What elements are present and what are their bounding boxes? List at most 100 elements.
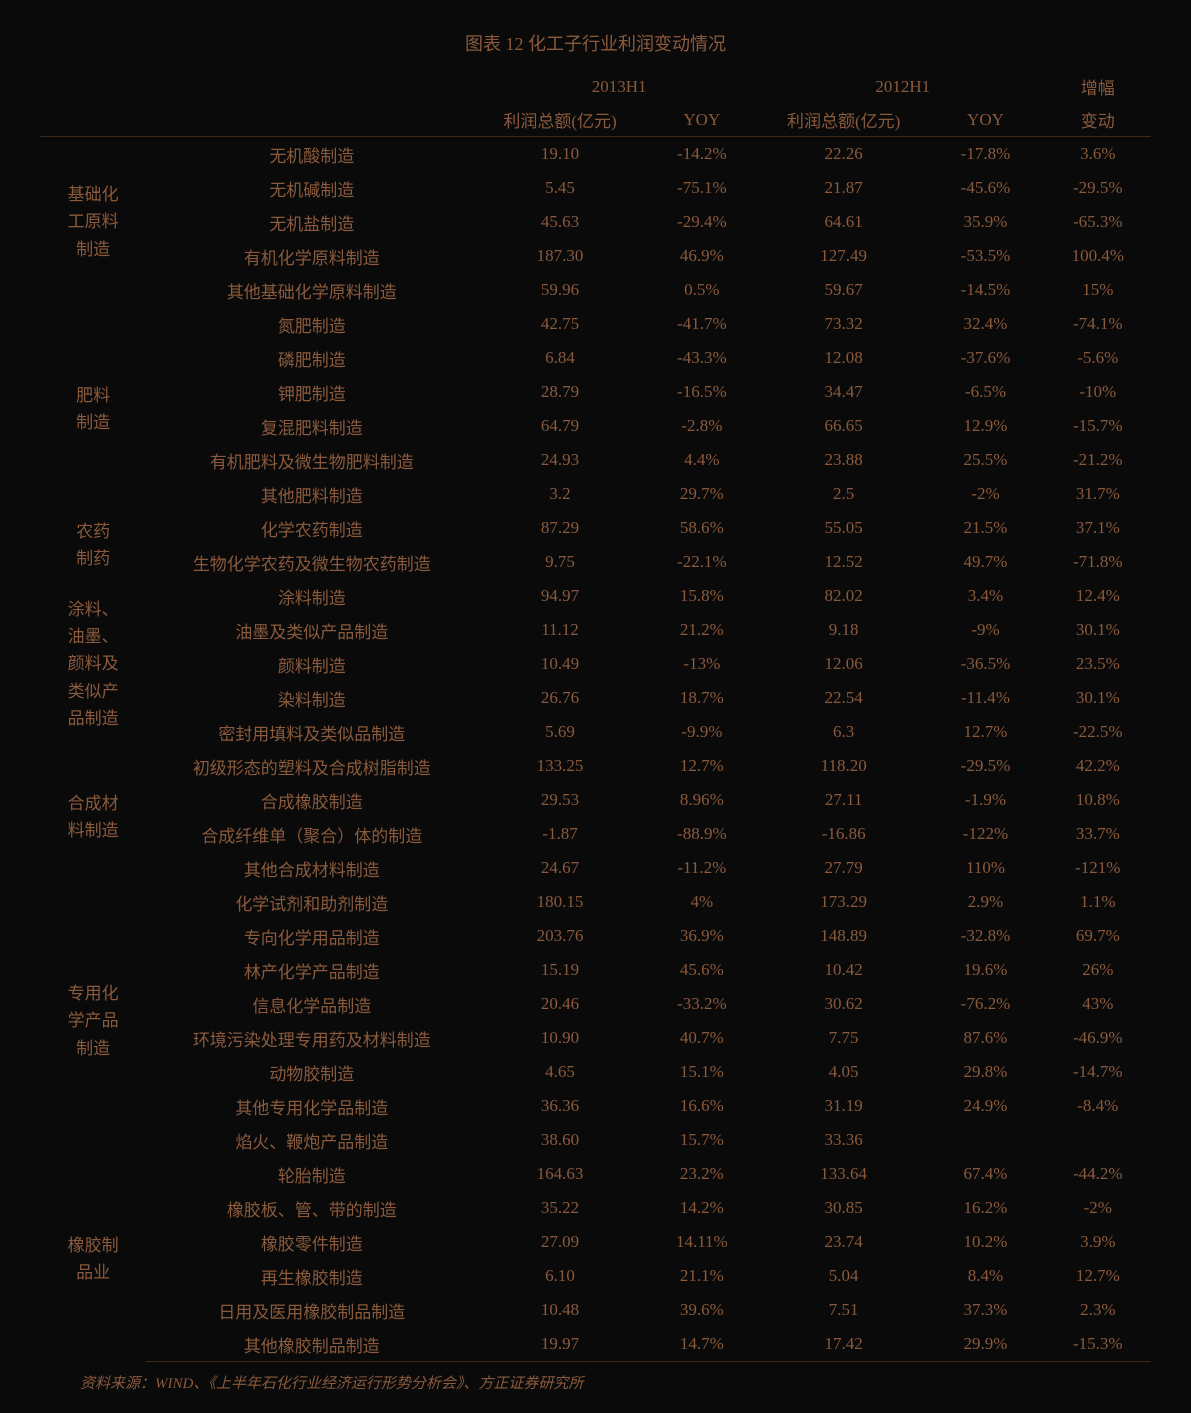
yoy-2012h1-cell: -32.8% (926, 919, 1044, 953)
table-row: 染料制造26.7618.7%22.54-11.4%30.1% (40, 681, 1151, 715)
yoy-2013h1-cell: -22.1% (643, 545, 761, 579)
table-row: 有机化学原料制造187.3046.9%127.49-53.5%100.4% (40, 239, 1151, 273)
table-row: 专向化学用品制造203.7636.9%148.89-32.8%69.7% (40, 919, 1151, 953)
table-row: 其他橡胶制品制造19.9714.7%17.4229.9%-15.3% (40, 1327, 1151, 1362)
sub-industry-cell: 钾肥制造 (146, 375, 477, 409)
delta-cell: -29.5% (1045, 171, 1151, 205)
profit-2013h1-cell: 38.60 (477, 1123, 642, 1157)
yoy-2013h1-cell: 23.2% (643, 1157, 761, 1191)
yoy-2012h1-cell: -122% (926, 817, 1044, 851)
sub-industry-cell: 焰火、鞭炮产品制造 (146, 1123, 477, 1157)
delta-cell: 37.1% (1045, 511, 1151, 545)
delta-cell: -74.1% (1045, 307, 1151, 341)
yoy-2012h1-cell: 29.9% (926, 1327, 1044, 1362)
delta-cell: -46.9% (1045, 1021, 1151, 1055)
delta-cell: -14.7% (1045, 1055, 1151, 1089)
profit-2012h1-cell: 64.61 (761, 205, 926, 239)
yoy-2012h1-cell (926, 1123, 1044, 1157)
sub-industry-cell: 化学农药制造 (146, 511, 477, 545)
sub-industry-cell: 颜料制造 (146, 647, 477, 681)
yoy-2012h1-cell: 21.5% (926, 511, 1044, 545)
delta-cell: 15% (1045, 273, 1151, 307)
yoy-2012h1-cell: -11.4% (926, 681, 1044, 715)
yoy-2012h1-cell: 24.9% (926, 1089, 1044, 1123)
header-col-row: 利润总额(亿元) YOY 利润总额(亿元) YOY 变动 (40, 103, 1151, 137)
profit-2012h1-cell: 21.87 (761, 171, 926, 205)
delta-cell: 31.7% (1045, 477, 1151, 511)
profit-2013h1-cell: 10.48 (477, 1293, 642, 1327)
yoy-2012h1-cell: -36.5% (926, 647, 1044, 681)
profit-2012h1-cell: 22.26 (761, 137, 926, 172)
header-delta-top: 增幅 (1045, 70, 1151, 103)
table-row: 橡胶零件制造27.0914.11%23.7410.2%3.9% (40, 1225, 1151, 1259)
table-row: 无机碱制造5.45-75.1%21.87-45.6%-29.5% (40, 171, 1151, 205)
yoy-2013h1-cell: -33.2% (643, 987, 761, 1021)
yoy-2012h1-cell: -76.2% (926, 987, 1044, 1021)
sub-industry-cell: 橡胶零件制造 (146, 1225, 477, 1259)
profit-2012h1-cell: 133.64 (761, 1157, 926, 1191)
delta-cell: 30.1% (1045, 613, 1151, 647)
table-row: 生物化学农药及微生物农药制造9.75-22.1%12.5249.7%-71.8% (40, 545, 1151, 579)
profit-2012h1-cell: 10.42 (761, 953, 926, 987)
yoy-2012h1-cell: 10.2% (926, 1225, 1044, 1259)
delta-cell: -121% (1045, 851, 1151, 885)
yoy-2012h1-cell: -6.5% (926, 375, 1044, 409)
profit-2013h1-cell: 24.67 (477, 851, 642, 885)
yoy-2012h1-cell: -9% (926, 613, 1044, 647)
delta-cell: 3.9% (1045, 1225, 1151, 1259)
sub-industry-cell: 环境污染处理专用药及材料制造 (146, 1021, 477, 1055)
yoy-2013h1-cell: 0.5% (643, 273, 761, 307)
yoy-2012h1-cell: 87.6% (926, 1021, 1044, 1055)
sub-industry-cell: 橡胶板、管、带的制造 (146, 1191, 477, 1225)
yoy-2012h1-cell: -29.5% (926, 749, 1044, 783)
header-year1: 2013H1 (477, 70, 761, 103)
profit-2013h1-cell: 35.22 (477, 1191, 642, 1225)
profit-2013h1-cell: 45.63 (477, 205, 642, 239)
profit-2012h1-cell: 173.29 (761, 885, 926, 919)
delta-cell: 10.8% (1045, 783, 1151, 817)
yoy-2013h1-cell: 15.8% (643, 579, 761, 613)
profit-2013h1-cell: 26.76 (477, 681, 642, 715)
sub-industry-cell: 合成橡胶制造 (146, 783, 477, 817)
sub-industry-cell: 复混肥料制造 (146, 409, 477, 443)
profit-2012h1-cell: 9.18 (761, 613, 926, 647)
profit-2012h1-cell: 82.02 (761, 579, 926, 613)
delta-cell: 12.4% (1045, 579, 1151, 613)
profit-2012h1-cell: 66.65 (761, 409, 926, 443)
table-row: 橡胶板、管、带的制造35.2214.2%30.8516.2%-2% (40, 1191, 1151, 1225)
table-row: 再生橡胶制造6.1021.1%5.048.4%12.7% (40, 1259, 1151, 1293)
sub-industry-cell: 密封用填料及类似品制造 (146, 715, 477, 749)
sub-industry-cell: 合成纤维单（聚合）体的制造 (146, 817, 477, 851)
yoy-2013h1-cell: 29.7% (643, 477, 761, 511)
category-cell: 肥料制造 (40, 307, 146, 511)
profit-2012h1-cell: 33.36 (761, 1123, 926, 1157)
profit-2013h1-cell: 9.75 (477, 545, 642, 579)
profit-2012h1-cell: 23.88 (761, 443, 926, 477)
profit-2013h1-cell: 27.09 (477, 1225, 642, 1259)
table-row: 日用及医用橡胶制品制造10.4839.6%7.5137.3%2.3% (40, 1293, 1151, 1327)
profit-2013h1-cell: 11.12 (477, 613, 642, 647)
category-cell: 涂料、油墨、颜料及类似产品制造 (40, 579, 146, 749)
sub-industry-cell: 其他橡胶制品制造 (146, 1327, 477, 1362)
sub-industry-cell: 其他基础化学原料制造 (146, 273, 477, 307)
profit-2013h1-cell: 5.69 (477, 715, 642, 749)
profit-2013h1-cell: 5.45 (477, 171, 642, 205)
sub-industry-cell: 油墨及类似产品制造 (146, 613, 477, 647)
yoy-2013h1-cell: 36.9% (643, 919, 761, 953)
profit-2013h1-cell: 6.10 (477, 1259, 642, 1293)
yoy-2013h1-cell: 18.7% (643, 681, 761, 715)
profit-2012h1-cell: 17.42 (761, 1327, 926, 1362)
profit-2013h1-cell: 19.97 (477, 1327, 642, 1362)
yoy-2013h1-cell: -9.9% (643, 715, 761, 749)
yoy-2013h1-cell: -13% (643, 647, 761, 681)
sub-industry-cell: 染料制造 (146, 681, 477, 715)
header-profit1: 利润总额(亿元) (477, 103, 642, 137)
yoy-2013h1-cell: -14.2% (643, 137, 761, 172)
sub-industry-cell: 氮肥制造 (146, 307, 477, 341)
sub-industry-cell: 信息化学品制造 (146, 987, 477, 1021)
sub-industry-cell: 有机化学原料制造 (146, 239, 477, 273)
profit-2013h1-cell: 94.97 (477, 579, 642, 613)
profit-2012h1-cell: 127.49 (761, 239, 926, 273)
table-row: 无机盐制造45.63-29.4%64.6135.9%-65.3% (40, 205, 1151, 239)
profit-2012h1-cell: 12.52 (761, 545, 926, 579)
